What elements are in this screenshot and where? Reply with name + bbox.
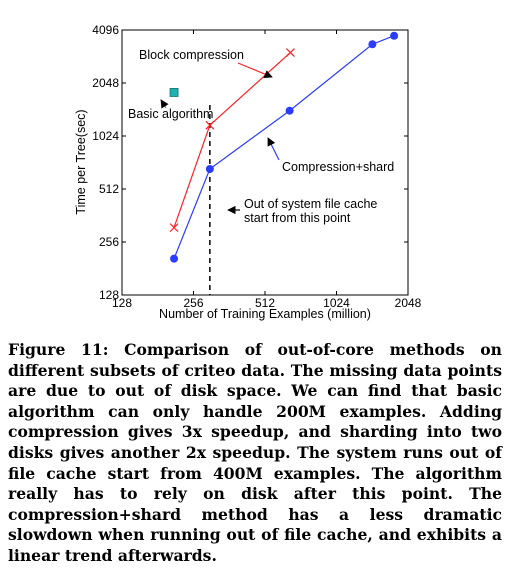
data-point: [169, 223, 179, 233]
series-compression-shard: [170, 31, 399, 263]
annotation-file-cache-line2: start from this point: [244, 211, 351, 225]
data-point: [205, 120, 215, 130]
data-point: [368, 40, 377, 49]
annotation-compression-shard-arrow: [267, 137, 280, 161]
chart: 128 256 512 1024 2048 128256512102420484096 …: [74, 23, 422, 321]
data-point: [390, 31, 399, 40]
data-point: [205, 165, 214, 174]
y-tick-label: 512: [99, 182, 119, 196]
figure-caption: Figure 11: Comparison of out-of-core met…: [8, 340, 502, 565]
data-point: [170, 254, 179, 263]
y-tick-label: 128: [99, 288, 119, 302]
x-tick-label: 1024: [323, 296, 350, 310]
y-tick-label: 256: [99, 235, 119, 249]
data-point: [285, 48, 295, 57]
series-basic-algorithm: [169, 88, 179, 97]
annotation-block-compression-arrow: [237, 62, 273, 79]
series-layer: [169, 31, 399, 263]
data-point: [169, 88, 179, 97]
x-axis: 128 256 512 1024 2048: [112, 30, 422, 310]
y-axis: 128 256 512 1024 2048 4096: [92, 23, 408, 302]
y-tick-label: 4096: [92, 23, 119, 37]
annotation-block-compression: Block compression: [139, 48, 244, 62]
y-axis-label: Time per Tree(sec): [74, 109, 88, 214]
data-point: [285, 106, 294, 115]
x-tick-label: 128: [112, 296, 132, 310]
x-tick-label: 256: [183, 296, 203, 310]
annotation-compression-shard: Compression+shard: [282, 160, 394, 174]
x-tick-label: 2048: [395, 296, 422, 310]
x-axis-label: Number of Training Examples (million): [159, 307, 371, 321]
y-tick-label: 2048: [92, 76, 119, 90]
series-line: [173, 35, 395, 259]
annotation-basic-algorithm-arrow: [160, 99, 169, 109]
x-tick-label: 512: [255, 296, 275, 310]
y-tick-label: 1024: [92, 129, 119, 143]
annotation-file-cache-line1: Out of system file cache: [244, 197, 377, 211]
annotation-basic-algorithm: Basic algorithm: [128, 107, 213, 121]
